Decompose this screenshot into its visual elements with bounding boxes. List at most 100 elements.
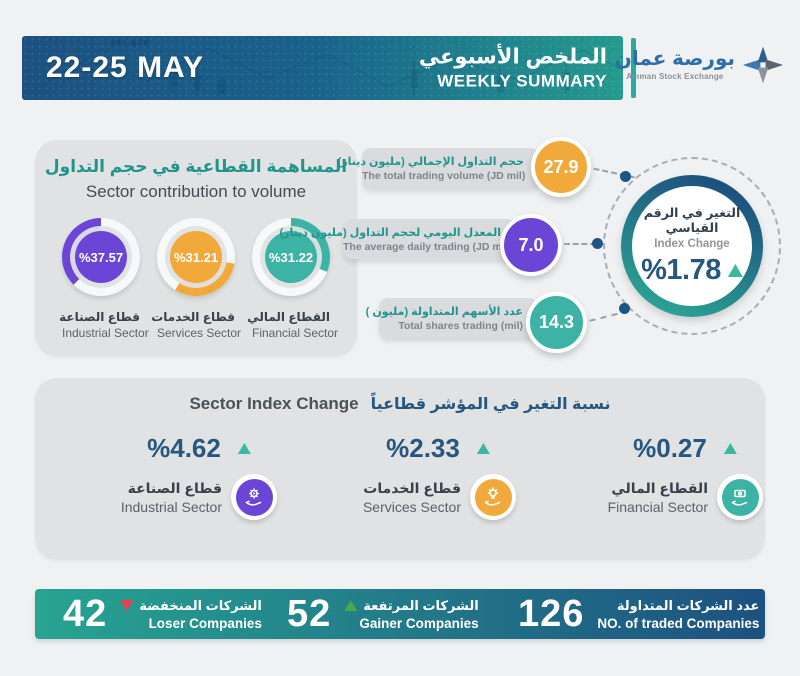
sector-index-change-panel: Sector Index Change نسبة التغير في المؤش… — [35, 378, 765, 560]
gainer-companies-count: 52 — [287, 593, 332, 635]
shares-traded-value: 14.3 — [538, 312, 575, 332]
banner-watermark: 281.678 — [110, 38, 150, 48]
candlestick-pattern-icon — [36, 47, 623, 98]
traded-companies-arabic: عدد الشركات المتداولة — [616, 597, 760, 613]
gainer-companies-arabic: الشركات المرتفعة — [363, 597, 479, 613]
industrial-change-row: %4.62 — [111, 433, 287, 464]
services-label-arabic: قطاع الخدمات — [151, 310, 235, 324]
index-change-english: Index Change — [654, 238, 730, 250]
industrial-english: Industrial Sector — [120, 498, 222, 515]
financial-label-english: Financial Sector — [252, 326, 339, 340]
date-range: 22-25 MAY — [46, 51, 204, 84]
donut-label-industrial: قطاع الصناعة Industrial Sector — [59, 310, 149, 340]
gainer-companies-group: 52 الشركات المرتفعة Gainer Companies — [287, 589, 479, 639]
services-english: Services Sector — [362, 498, 461, 515]
donut-services: %31.21 — [157, 218, 235, 296]
stat-total-volume-circle: 27.9 — [531, 137, 591, 197]
daily-trading-value: 7.0 — [518, 234, 544, 255]
sector-col-financial: %0.27 القطاع المالي Financial Sector — [587, 433, 763, 520]
financial-change-row: %0.27 — [597, 433, 773, 464]
cash-hand-icon — [717, 474, 763, 520]
ase-logo: بورصة عمان Amman Stock Exchange — [615, 44, 784, 86]
index-change-content: التغير في الرقم القياسي Index Change %1.… — [632, 186, 752, 306]
sector-title-arabic: نسبة التغير في المؤشر قطاعياً — [370, 396, 611, 413]
index-dashed-ring — [603, 157, 781, 335]
donut-label-services: قطاع الخدمات Services Sector — [151, 310, 242, 340]
down-arrow-icon — [120, 600, 134, 611]
up-arrow-icon — [237, 443, 251, 454]
stat-daily-trading-label: المعدل اليومي لحجم التداول (مليون دينار)… — [279, 219, 516, 259]
index-change-circle: التغير في الرقم القياسي Index Change %1.… — [621, 175, 763, 317]
ring-dot-top — [620, 171, 631, 182]
financial-arabic: القطاع المالي — [611, 479, 708, 496]
donut-services-value: %31.21 — [170, 231, 222, 283]
sector-col-industrial: %4.62 قطاع الصناعة Industrial Sector — [101, 433, 277, 520]
loser-companies-group: 42 الشركات المنخفضة Loser Companies — [63, 589, 262, 639]
connector-line-2 — [564, 243, 596, 245]
header-banner: 281.678 22-25 MAY الملخص الأسبوعي WEEKLY… — [22, 36, 623, 100]
industrial-change-value: %4.62 — [147, 433, 221, 463]
financial-sector-label: القطاع المالي Financial Sector — [587, 474, 763, 520]
donut-labels-row: قطاع الصناعة Industrial Sector قطاع الخد… — [35, 310, 357, 340]
donut-industrial-value: %37.57 — [75, 231, 127, 283]
sector-index-change-title: Sector Index Change نسبة التغير في المؤش… — [35, 394, 765, 414]
sector-contribution-panel: المساهمة القطاعية في حجم التداول Sector … — [35, 140, 357, 356]
shares-traded-arabic: عدد الأسهم المتداولة (مليون ) — [365, 305, 523, 318]
ase-logo-text: بورصة عمان Amman Stock Exchange — [615, 49, 735, 81]
companies-summary-bar: 42 الشركات المنخفضة Loser Companies 52 ا… — [35, 589, 765, 639]
services-sector-label: قطاع الخدمات Services Sector — [340, 474, 516, 520]
ase-star-icon — [742, 46, 784, 84]
donut-industrial: %37.57 — [62, 218, 140, 296]
bulb-hand-icon — [470, 474, 516, 520]
industrial-sector-label: قطاع الصناعة Industrial Sector — [101, 474, 277, 520]
index-change-value: %1.78 — [641, 254, 721, 286]
total-volume-arabic: حجم التداول الإجمالي (مليون دينار) — [337, 155, 524, 168]
stat-shares-traded-circle: 14.3 — [526, 292, 587, 353]
stat-total-volume-label: حجم التداول الإجمالي (مليون دينار) The t… — [337, 148, 539, 188]
traded-companies-group: 126 عدد الشركات المتداولة NO. of traded … — [518, 589, 759, 639]
index-change-arabic: التغير في الرقم القياسي — [643, 206, 741, 235]
traded-companies-count: 126 — [518, 593, 585, 635]
donut-chart-row: %37.57 %31.21 %31.22 — [35, 218, 357, 296]
up-arrow-icon — [727, 264, 743, 277]
total-volume-english: The total trading volume (JD mil) — [362, 169, 526, 182]
industrial-label-english: Industrial Sector — [62, 326, 149, 340]
up-arrow-icon — [344, 600, 358, 611]
index-change-value-row: %1.78 — [641, 254, 743, 287]
up-arrow-icon — [723, 443, 737, 454]
sector-title-english: Sector Index Change — [189, 394, 359, 413]
services-change-row: %2.33 — [350, 433, 526, 464]
stat-daily-trading-circle: 7.0 — [500, 214, 562, 276]
industrial-label-arabic: قطاع الصناعة — [59, 310, 140, 324]
loser-companies-count: 42 — [63, 593, 108, 635]
up-arrow-icon — [476, 443, 490, 454]
page-title-english: WEEKLY SUMMARY — [437, 71, 607, 91]
daily-trading-arabic: المعدل اليومي لحجم التداول (مليون دينار) — [279, 226, 501, 239]
ring-dot-middle — [592, 238, 603, 249]
services-label-english: Services Sector — [157, 326, 242, 340]
page-title: الملخص الأسبوعي WEEKLY SUMMARY — [419, 45, 607, 92]
contribution-title-arabic: المساهمة القطاعية في حجم التداول — [44, 157, 348, 176]
financial-label-arabic: القطاع المالي — [247, 310, 330, 324]
contribution-title-english: Sector contribution to volume — [85, 182, 307, 201]
donut-label-financial: القطاع المالي Financial Sector — [247, 310, 339, 340]
donut-financial-value: %31.22 — [265, 231, 317, 283]
services-change-value: %2.33 — [386, 433, 460, 463]
services-arabic: قطاع الخدمات — [363, 479, 461, 496]
loser-companies-english: Loser Companies — [148, 615, 262, 631]
donut-financial: %31.22 — [252, 218, 330, 296]
shares-traded-english: Total shares trading (mil) — [398, 319, 523, 332]
ase-logo-arabic: بورصة عمان — [614, 48, 735, 70]
gainer-companies-english: Gainer Companies — [359, 615, 479, 631]
financial-english: Financial Sector — [607, 498, 708, 515]
daily-trading-english: The average daily trading (JD mil) — [343, 240, 512, 253]
traded-companies-english: NO. of traded Companies — [597, 615, 760, 631]
sector-col-services: %2.33 قطاع الخدمات Services Sector — [340, 433, 516, 520]
stat-shares-traded-label: عدد الأسهم المتداولة (مليون ) Total shar… — [365, 298, 538, 338]
total-volume-value: 27.9 — [543, 156, 579, 177]
ase-logo-english: Amman Stock Exchange — [626, 72, 724, 81]
loser-companies-arabic: الشركات المنخفضة — [139, 597, 262, 613]
page-title-arabic: الملخص الأسبوعي — [418, 45, 607, 69]
gear-hand-icon — [231, 474, 277, 520]
